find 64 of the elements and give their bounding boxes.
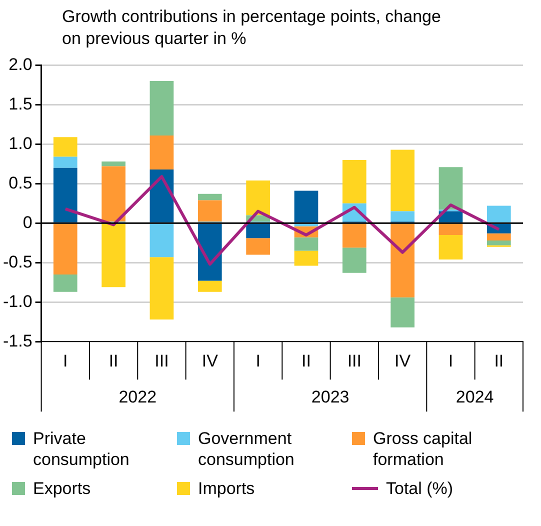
y-tick-label: -0.5 xyxy=(2,252,32,272)
y-tick-label: 0 xyxy=(22,212,32,232)
bar xyxy=(246,180,270,216)
x-tick-label: IV xyxy=(202,351,219,370)
bar xyxy=(150,257,174,320)
text: 2024 xyxy=(456,387,494,406)
legend-label: Gross capital formation xyxy=(373,428,474,470)
y-tick-label: 2.0 xyxy=(8,54,32,74)
legend-label: Total (%) xyxy=(386,478,454,499)
bar xyxy=(53,156,78,168)
text: 2022 xyxy=(118,387,157,406)
bar xyxy=(198,200,222,222)
bar xyxy=(486,233,511,241)
x-tick-label: III xyxy=(154,351,169,370)
bar xyxy=(342,248,366,273)
bar xyxy=(486,240,511,246)
x-tick-label: II xyxy=(108,351,118,370)
bar xyxy=(150,135,174,170)
legend-label: Imports xyxy=(198,478,256,499)
chart-title: Growth contributions in percentage points, change on previous quarter in % xyxy=(62,6,442,50)
bar xyxy=(294,237,318,251)
bar xyxy=(294,250,318,266)
bar xyxy=(390,211,414,222)
bar xyxy=(198,194,222,200)
bar xyxy=(246,224,270,238)
bar xyxy=(53,224,78,274)
bar xyxy=(150,224,174,258)
x-tick-label: III xyxy=(347,351,362,370)
x-tick-label: II xyxy=(302,351,311,370)
bar xyxy=(53,274,78,292)
x-tick-label: IV xyxy=(394,351,412,370)
legend-label: Private consumption xyxy=(33,428,130,470)
bar xyxy=(102,162,126,166)
bar xyxy=(294,190,318,222)
bar xyxy=(198,224,222,281)
bar xyxy=(294,224,318,226)
text: 2023 xyxy=(311,387,350,406)
bar xyxy=(438,234,463,260)
bar xyxy=(390,150,414,212)
bar xyxy=(342,224,366,248)
bar xyxy=(390,297,414,328)
bar xyxy=(246,238,270,255)
y-tick-label: -1.0 xyxy=(2,292,32,311)
bar xyxy=(150,80,174,136)
y-tick-label: 1.0 xyxy=(8,134,32,153)
y-tick-label: -1.5 xyxy=(2,331,32,350)
x-tick-label: I xyxy=(448,351,454,370)
bar xyxy=(198,280,222,292)
bar xyxy=(102,224,126,288)
bar xyxy=(53,168,78,222)
bar xyxy=(438,224,463,235)
legend-label: Government consumption xyxy=(198,428,296,470)
x-tick-label: I xyxy=(256,351,260,370)
bar xyxy=(390,224,414,298)
legend-label: Exports xyxy=(33,478,92,499)
bar xyxy=(438,167,463,210)
y-tick-label: 1.5 xyxy=(8,94,32,114)
bar xyxy=(486,206,511,222)
bar xyxy=(53,137,78,157)
x-tick-label: I xyxy=(63,351,68,370)
bar xyxy=(102,166,126,222)
x-tick-label: II xyxy=(494,351,504,370)
bar xyxy=(342,160,366,204)
y-tick-label: 0.5 xyxy=(8,173,32,192)
